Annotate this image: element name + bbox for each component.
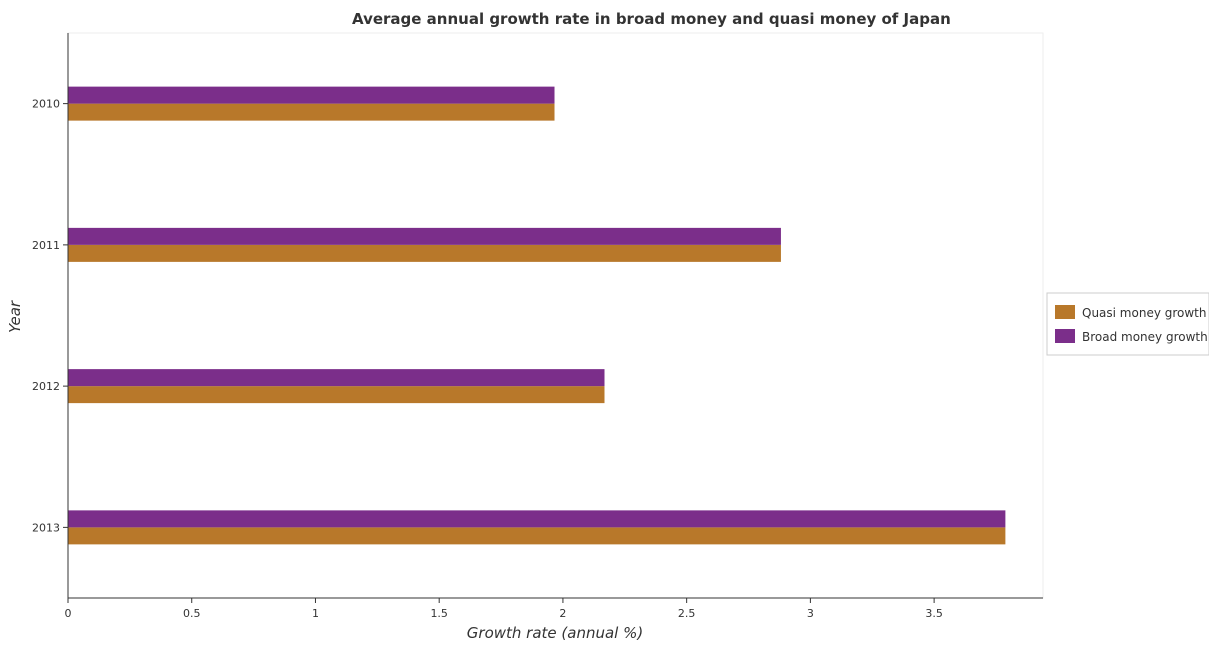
bar-quasi-money-growth-2010 (68, 103, 555, 121)
y-tick-label-2011: 2011 (32, 239, 60, 252)
y-axis: 2010 2011 2012 2013 (32, 33, 69, 598)
bar-broad-money-growth-2011 (68, 227, 781, 245)
x-axis-label: Growth rate (annual %) (467, 624, 643, 642)
bar-broad-money-growth-2013 (68, 510, 1006, 528)
legend-swatch-quasi-money-growth (1055, 305, 1075, 319)
bar-quasi-money-growth-2011 (68, 244, 781, 262)
y-tick-label-2012: 2012 (32, 380, 60, 393)
y-tick-label-2010: 2010 (32, 98, 60, 111)
y-axis-label: Year (6, 300, 24, 333)
x-tick-label-1: 1 (312, 607, 319, 620)
legend-swatch-broad-money-growth (1055, 329, 1075, 343)
bars-group (68, 86, 1006, 545)
chart-title: Average annual growth rate in broad mone… (352, 10, 951, 28)
legend: Quasi money growth Broad money growth (1046, 292, 1209, 356)
bar-quasi-money-growth-2013 (68, 527, 1006, 545)
y-tick-label-2013: 2013 (32, 521, 60, 534)
legend-label-quasi-money-growth: Quasi money growth (1082, 306, 1207, 320)
legend-box (1046, 292, 1209, 356)
x-tick-label-3: 3 (807, 607, 814, 620)
bar-broad-money-growth-2012 (68, 369, 605, 387)
legend-label-broad-money-growth: Broad money growth (1082, 330, 1208, 344)
bar-broad-money-growth-2010 (68, 86, 555, 104)
x-tick-label-2: 2 (559, 607, 566, 620)
x-tick-label-3.5: 3.5 (925, 607, 943, 620)
x-tick-label-0.5: 0.5 (183, 607, 201, 620)
bar-quasi-money-growth-2012 (68, 386, 605, 404)
x-tick-label-2.5: 2.5 (678, 607, 696, 620)
x-tick-label-1.5: 1.5 (430, 607, 448, 620)
x-axis: 0 0.5 1 1.5 2 2.5 3 3.5 (65, 597, 1043, 620)
x-tick-label-0: 0 (65, 607, 72, 620)
